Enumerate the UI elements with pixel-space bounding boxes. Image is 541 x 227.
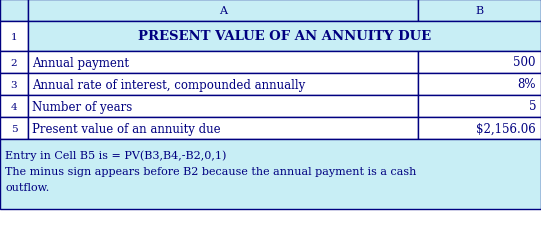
Bar (0, 118, 28, 139)
Bar (418, 0, 541, 22)
Text: outflow.: outflow. (5, 182, 49, 192)
Text: Entry in Cell B5 is = PV(B3,B4,-B2,0,1): Entry in Cell B5 is = PV(B3,B4,-B2,0,1) (5, 150, 226, 160)
Text: Annual rate of interest, compounded annually: Annual rate of interest, compounded annu… (32, 78, 305, 91)
Bar (418, 74, 541, 96)
Text: $2,156.06: $2,156.06 (476, 122, 536, 135)
Bar (0, 52, 28, 74)
Text: PRESENT VALUE OF AN ANNUITY DUE: PRESENT VALUE OF AN ANNUITY DUE (138, 30, 431, 43)
Text: Present value of an annuity due: Present value of an annuity due (32, 122, 221, 135)
Bar (418, 52, 541, 74)
Bar (0, 22, 28, 52)
Text: Number of years: Number of years (32, 100, 132, 113)
Text: 2: 2 (11, 58, 17, 67)
Text: 5: 5 (529, 100, 536, 113)
Bar (0, 74, 28, 96)
Bar (0, 96, 28, 118)
Bar (28, 22, 541, 52)
Bar (28, 118, 418, 139)
Text: 8%: 8% (518, 78, 536, 91)
Text: 1: 1 (11, 32, 17, 41)
Text: B: B (476, 6, 484, 16)
Text: A: A (219, 6, 227, 16)
Bar (418, 96, 541, 118)
Text: 5: 5 (11, 124, 17, 133)
Text: 3: 3 (11, 80, 17, 89)
Bar (28, 74, 418, 96)
Bar (28, 52, 418, 74)
Bar (28, 96, 418, 118)
Bar (28, 0, 418, 22)
Bar (418, 118, 541, 139)
Bar (0, 0, 28, 22)
Bar (0, 139, 541, 209)
Text: The minus sign appears before B2 because the annual payment is a cash: The minus sign appears before B2 because… (5, 166, 417, 176)
Text: 500: 500 (513, 56, 536, 69)
Text: 4: 4 (11, 102, 17, 111)
Text: Annual payment: Annual payment (32, 56, 129, 69)
